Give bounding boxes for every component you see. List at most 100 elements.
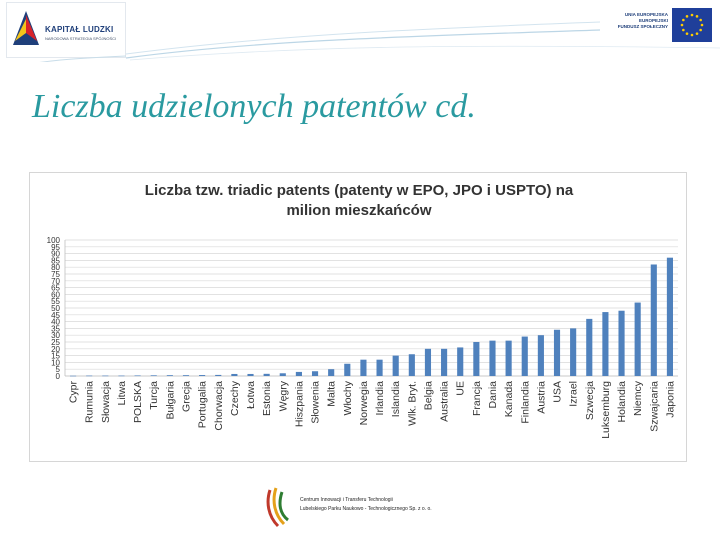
bar-12 (263, 373, 270, 376)
y-tick-label: 95 (51, 243, 60, 252)
x-tick-label: Austria (535, 381, 547, 414)
x-tick-label: Litwa (116, 381, 128, 406)
eu-logo: UNIA EUROPEJSKA EUROPEJSKI FUNDUSZ SPOŁE… (602, 6, 714, 46)
x-tick-label: Irlandia (374, 381, 386, 416)
chart-title-line: Liczba tzw. triadic patents (patenty w E… (145, 182, 574, 199)
x-tick-label: Szwajcaria (648, 381, 660, 432)
x-tick-label: Szwecja (584, 381, 596, 420)
x-tick-label: Węgry (277, 380, 289, 411)
bar-5 (150, 375, 157, 376)
x-tick-label: Australia (439, 381, 451, 422)
bar-2 (102, 375, 109, 377)
y-tick-label: 20 (51, 345, 60, 354)
x-tick-label: Norwegia (358, 381, 370, 426)
y-tick-label: 60 (51, 290, 60, 299)
x-tick-label: Słowenia (310, 381, 322, 424)
y-tick-label: 15 (51, 352, 60, 361)
bar-32 (586, 318, 593, 376)
x-tick-label: Portugalia (197, 381, 209, 428)
citt-logo-icon (266, 487, 289, 528)
y-tick-label: 80 (51, 263, 60, 272)
y-tick-label: 35 (51, 324, 60, 333)
eu-logo-line1: UNIA EUROPEJSKA (624, 12, 668, 17)
x-tick-label: USA (552, 381, 564, 403)
bar-30 (553, 329, 561, 376)
x-tick-label: Bułgaria (164, 381, 176, 420)
bar-27 (505, 340, 512, 376)
bar-16 (328, 369, 335, 376)
bar-18 (360, 359, 367, 376)
bar-35 (634, 302, 641, 376)
slide-header: KAPITAŁ LUDZKI NARODOWA STRATEGIA SPÓJNO… (0, 0, 720, 62)
x-tick-label: Islandia (390, 381, 402, 417)
bar-36 (650, 264, 657, 376)
patents-bar-chart: Liczba tzw. triadic patents (patenty w E… (47, 182, 678, 439)
x-tick-label: Holandia (616, 381, 628, 423)
x-tick-label: Belgia (422, 381, 434, 410)
y-tick-label: 30 (51, 331, 60, 340)
y-tick-label: 5 (56, 365, 61, 374)
bar-15 (311, 371, 319, 376)
y-tick-label: 25 (51, 338, 60, 347)
x-tick-label: Włochy (342, 380, 354, 415)
y-tick-label: 65 (51, 284, 60, 293)
x-tick-label: Rumunia (84, 381, 96, 423)
x-tick-label: Estonia (261, 381, 273, 416)
bar-9 (215, 374, 222, 376)
bar-17 (344, 363, 351, 376)
bar-11 (247, 373, 254, 376)
bar-4 (134, 375, 141, 377)
bar-14 (295, 371, 302, 376)
y-tick-label: 45 (51, 311, 60, 320)
y-tick-label: 0 (56, 372, 61, 381)
x-tick-label: Chorwacja (213, 381, 225, 431)
y-tick-label: 50 (51, 304, 60, 313)
kapital-ludzki-mark-icon (13, 11, 39, 45)
x-tick-label: Słowacja (100, 381, 112, 423)
y-tick-label: 40 (51, 318, 60, 327)
y-tick-label: 70 (51, 277, 60, 286)
x-tick-label: Francja (471, 381, 483, 416)
y-tick-label: 55 (51, 297, 60, 306)
bar-13 (279, 373, 286, 376)
page-title: Liczba udzielonych patentów cd. (32, 88, 476, 125)
x-tick-label: Niemcy (632, 380, 644, 416)
bar-22 (424, 348, 432, 376)
x-tick-label: Cypr (68, 380, 80, 403)
x-tick-label: Czechy (229, 380, 241, 416)
x-tick-label: Dania (487, 381, 499, 409)
x-tick-label: Grecja (180, 381, 192, 412)
y-tick-label: 100 (47, 236, 61, 245)
bar-21 (408, 354, 415, 376)
x-tick-label: Japonia (664, 381, 676, 418)
bar-3 (118, 375, 125, 377)
kapital-ludzki-logo: KAPITAŁ LUDZKI NARODOWA STRATEGIA SPÓJNO… (6, 2, 126, 58)
bar-33 (602, 312, 609, 376)
bar-10 (231, 373, 238, 376)
x-tick-label: Turcja (148, 381, 160, 410)
footer-logo: Centrum Innowacji i Transferu Technologi… (264, 484, 460, 532)
x-tick-label: Łotwa (245, 381, 257, 409)
x-tick-label: Luksemburg (600, 381, 612, 439)
y-tick-label: 90 (51, 250, 60, 259)
bar-0 (70, 375, 77, 377)
header-swoosh (39, 21, 720, 62)
bar-7 (182, 375, 190, 376)
chart-title-line: milion mieszkańców (286, 202, 431, 219)
bar-6 (166, 375, 173, 376)
bar-29 (537, 335, 544, 376)
bar-28 (521, 336, 528, 376)
bar-25 (473, 342, 480, 376)
x-tick-label: Kanada (503, 381, 515, 417)
y-tick-label: 10 (51, 358, 60, 367)
bar-24 (457, 347, 464, 376)
left-logo-subtitle: NARODOWA STRATEGIA SPÓJNOŚCI (45, 36, 117, 41)
y-tick-label: 85 (51, 256, 60, 265)
y-tick-label: 75 (51, 270, 60, 279)
x-tick-label: UE (455, 381, 467, 396)
x-tick-label: Izrael (568, 381, 580, 407)
bar-23 (441, 348, 448, 376)
x-tick-label: Hiszpania (293, 381, 305, 427)
bar-1 (86, 375, 93, 377)
bar-8 (199, 375, 206, 376)
